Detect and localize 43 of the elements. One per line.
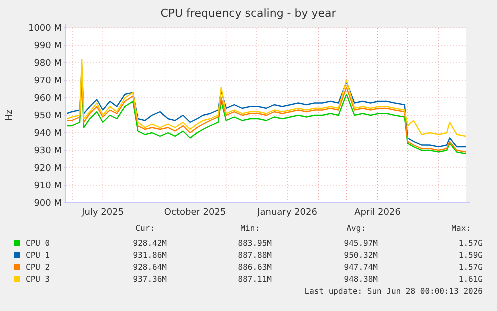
text: 887.11M xyxy=(238,275,272,284)
y-tick-label: 970 M xyxy=(34,76,62,86)
legend-label: CPU 3 xyxy=(26,275,50,284)
y-tick-label: 960 M xyxy=(34,94,62,104)
legend-label: CPU 1 xyxy=(26,251,50,260)
text: 886.63M xyxy=(238,263,272,272)
chart-title: CPU frequency scaling - by year xyxy=(160,7,337,20)
x-tick-label: July 2025 xyxy=(81,208,124,218)
y-tick-label: 1000 M xyxy=(28,24,62,34)
y-tick-label: 990 M xyxy=(34,42,62,52)
y-tick-label: 940 M xyxy=(34,129,62,139)
y-tick-label: 980 M xyxy=(34,59,62,69)
text: 928.64M xyxy=(133,263,168,272)
x-tick-label: January 2026 xyxy=(256,208,318,218)
x-tick-label: April 2026 xyxy=(354,208,402,218)
text: 931.86M xyxy=(133,251,168,260)
legend-label: CPU 2 xyxy=(26,263,50,272)
y-tick-label: 900 M xyxy=(34,199,62,209)
line-series xyxy=(66,58,467,138)
text: 883.95M xyxy=(238,239,272,248)
text: 950.32M xyxy=(344,251,378,260)
text: 887.88M xyxy=(238,251,272,260)
text: Cur: xyxy=(136,224,155,233)
y-tick-label: 950 M xyxy=(34,112,62,122)
text: 1.57G xyxy=(458,263,484,272)
text: 1.57G xyxy=(458,239,484,248)
text: 928.42M xyxy=(133,239,168,248)
text: 945.97M xyxy=(344,239,378,248)
y-tick-label: 920 M xyxy=(34,164,62,174)
text: Min: xyxy=(240,224,260,233)
text: 937.36M xyxy=(133,275,168,284)
text: 948.38M xyxy=(344,275,378,284)
text: 1.61G xyxy=(458,275,484,284)
y-tick-label: 910 M xyxy=(34,182,62,192)
y-axis-title: Hz xyxy=(5,109,15,122)
x-tick-label: October 2025 xyxy=(164,208,226,218)
text: Avg: xyxy=(346,224,366,233)
text: 1.59G xyxy=(458,251,484,260)
text: Max: xyxy=(452,224,471,233)
text: Last update: Sun Jun 28 00:00:13 2026 xyxy=(304,287,484,296)
legend-label: CPU 0 xyxy=(26,239,50,248)
text: 947.74M xyxy=(344,263,378,272)
y-tick-label: 930 M xyxy=(34,146,62,156)
